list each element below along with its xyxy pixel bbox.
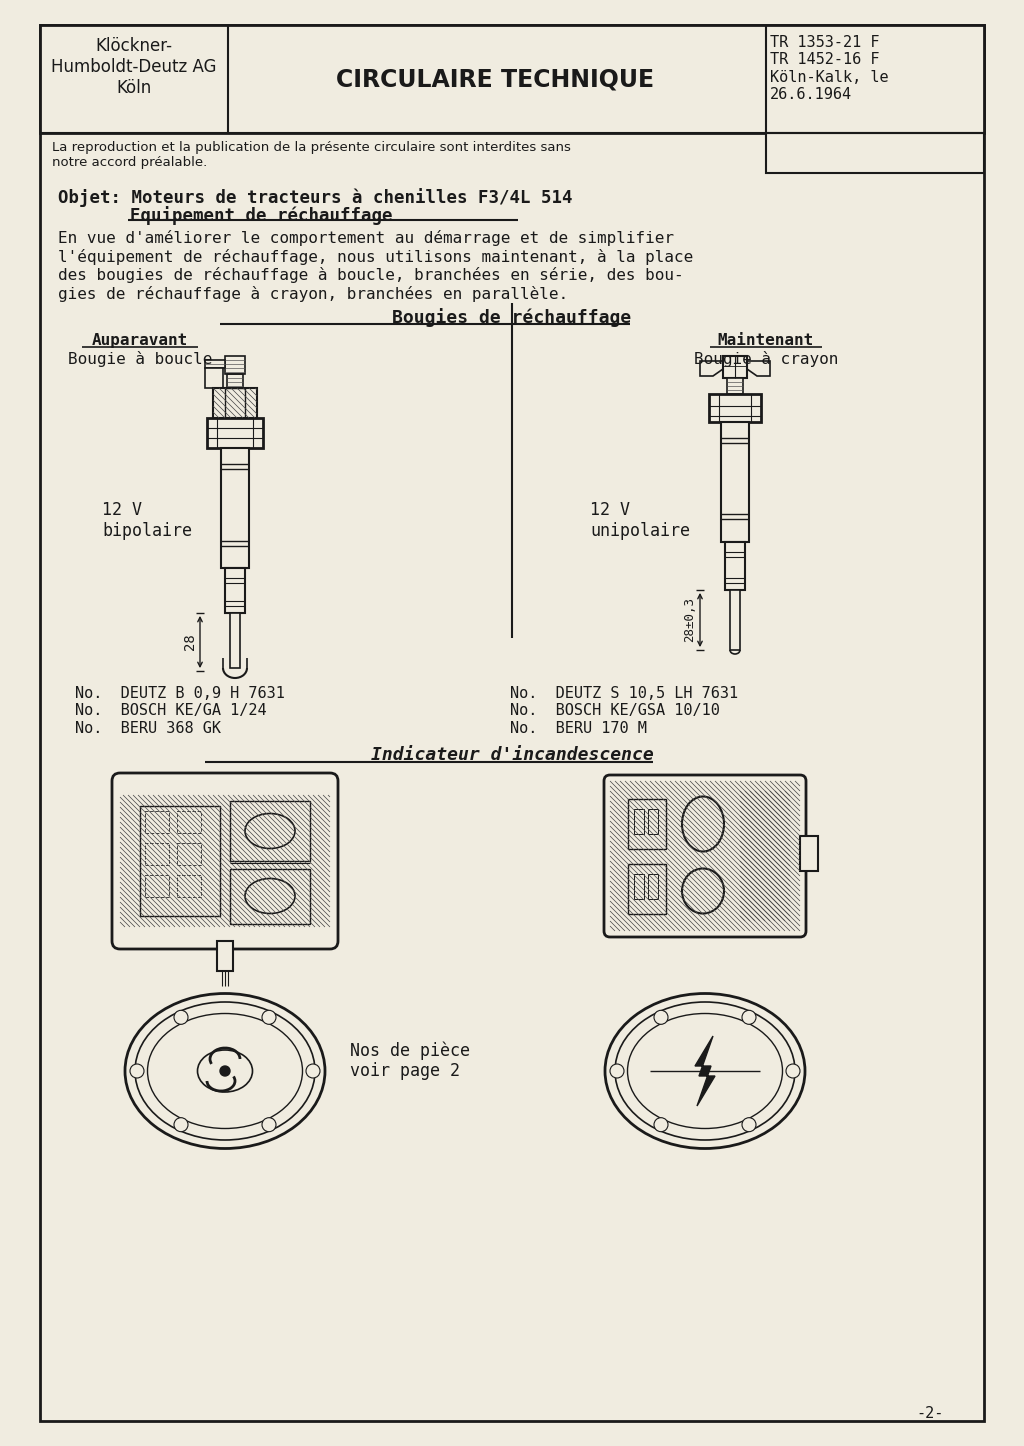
- Polygon shape: [746, 362, 770, 376]
- Bar: [727, 377, 743, 393]
- Bar: [721, 422, 749, 542]
- Bar: [628, 800, 666, 849]
- Bar: [230, 613, 240, 668]
- Bar: [207, 418, 263, 448]
- Circle shape: [742, 1011, 756, 1024]
- Bar: [40, 25, 984, 133]
- Circle shape: [306, 1064, 319, 1079]
- Bar: [217, 941, 233, 972]
- Circle shape: [130, 1064, 144, 1079]
- Bar: [624, 792, 786, 920]
- Text: 12 V
unipolaire: 12 V unipolaire: [590, 500, 690, 539]
- Bar: [140, 805, 220, 915]
- Polygon shape: [700, 362, 723, 376]
- Circle shape: [786, 1064, 800, 1079]
- Ellipse shape: [682, 869, 724, 914]
- Bar: [230, 869, 310, 924]
- Text: Bougie à boucle: Bougie à boucle: [68, 351, 212, 367]
- Circle shape: [262, 1011, 276, 1024]
- Ellipse shape: [605, 993, 805, 1148]
- Bar: [634, 808, 644, 834]
- Circle shape: [220, 1066, 230, 1076]
- Bar: [225, 388, 245, 418]
- Text: Klöckner-
Humboldt-Deutz AG
Köln: Klöckner- Humboldt-Deutz AG Köln: [51, 38, 217, 97]
- Text: 28: 28: [183, 633, 197, 651]
- Polygon shape: [695, 1035, 715, 1106]
- Bar: [205, 367, 223, 388]
- Bar: [225, 356, 245, 375]
- Bar: [634, 873, 644, 899]
- Circle shape: [174, 1118, 188, 1132]
- Text: Objet: Moteurs de tracteurs à chenilles F3/4L 514: Objet: Moteurs de tracteurs à chenilles …: [58, 188, 572, 207]
- Bar: [227, 375, 243, 388]
- Bar: [648, 808, 658, 834]
- Bar: [145, 875, 169, 897]
- Circle shape: [610, 1064, 624, 1079]
- Text: Bougie à crayon: Bougie à crayon: [694, 351, 839, 367]
- Bar: [177, 875, 201, 897]
- Bar: [648, 873, 658, 899]
- Bar: [800, 836, 818, 870]
- FancyBboxPatch shape: [604, 775, 806, 937]
- Bar: [221, 448, 249, 568]
- Text: Indicateur d'incandescence: Indicateur d'incandescence: [371, 746, 653, 763]
- Text: Auparavant: Auparavant: [92, 333, 188, 348]
- Text: 28±0,3: 28±0,3: [683, 597, 696, 642]
- Text: En vue d'améliorer le comportement au démarrage et de simplifier
l'équipement de: En vue d'améliorer le comportement au dé…: [58, 230, 693, 302]
- Text: TR 1353-21 F
TR 1452-16 F
Köln-Kalk, le
26.6.1964: TR 1353-21 F TR 1452-16 F Köln-Kalk, le …: [770, 35, 889, 103]
- Ellipse shape: [682, 797, 724, 852]
- Bar: [134, 795, 316, 927]
- Bar: [177, 811, 201, 833]
- Circle shape: [654, 1011, 668, 1024]
- Circle shape: [174, 1011, 188, 1024]
- Bar: [145, 843, 169, 865]
- Bar: [709, 393, 761, 422]
- Bar: [766, 133, 984, 174]
- Text: No.  DEUTZ S 10,5 LH 7631
No.  BOSCH KE/GSA 10/10
No.  BERU 170 M: No. DEUTZ S 10,5 LH 7631 No. BOSCH KE/GS…: [510, 685, 738, 736]
- Bar: [230, 801, 310, 860]
- Ellipse shape: [245, 879, 295, 914]
- Ellipse shape: [245, 814, 295, 849]
- Bar: [213, 388, 257, 418]
- Bar: [145, 811, 169, 833]
- Circle shape: [654, 1118, 668, 1132]
- Bar: [725, 542, 745, 590]
- Text: CIRCULAIRE TECHNIQUE: CIRCULAIRE TECHNIQUE: [336, 67, 654, 91]
- Text: No.  DEUTZ B 0,9 H 7631
No.  BOSCH KE/GA 1/24
No.  BERU 368 GK: No. DEUTZ B 0,9 H 7631 No. BOSCH KE/GA 1…: [75, 685, 285, 736]
- Text: Equipement de réchauffage: Equipement de réchauffage: [130, 205, 392, 226]
- Text: La reproduction et la publication de la présente circulaire sont interdites sans: La reproduction et la publication de la …: [52, 142, 570, 169]
- Bar: [628, 865, 666, 914]
- Bar: [177, 843, 201, 865]
- Text: 12 V
bipolaire: 12 V bipolaire: [102, 500, 193, 539]
- Bar: [723, 356, 746, 377]
- Bar: [225, 568, 245, 613]
- Text: -2-: -2-: [916, 1406, 944, 1421]
- Text: Nos de pièce
voir page 2: Nos de pièce voir page 2: [350, 1041, 470, 1080]
- Ellipse shape: [125, 993, 325, 1148]
- Text: Maintenant: Maintenant: [718, 333, 814, 348]
- Bar: [730, 590, 740, 651]
- Circle shape: [262, 1118, 276, 1132]
- Bar: [205, 360, 225, 367]
- FancyBboxPatch shape: [112, 774, 338, 949]
- Text: Bougies de réchauffage: Bougies de réchauffage: [392, 308, 632, 327]
- Circle shape: [742, 1118, 756, 1132]
